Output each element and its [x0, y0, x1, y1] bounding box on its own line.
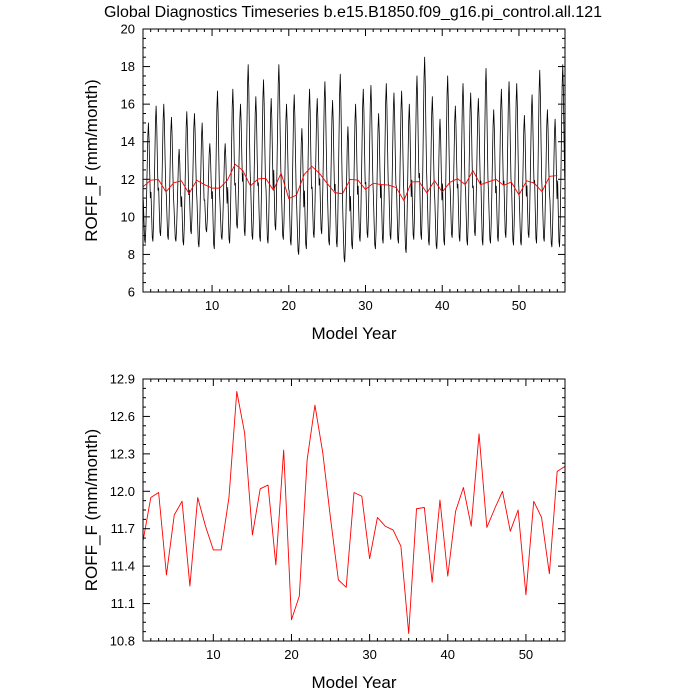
- series-line-annual: [142, 163, 558, 202]
- y-axis-title: ROFF_F (mm/month): [82, 79, 101, 241]
- y-tick-label: 6: [128, 285, 135, 300]
- x-tick-label: 50: [519, 647, 533, 662]
- y-tick-label: 12.6: [110, 409, 135, 424]
- y-tick-label: 12.9: [110, 372, 135, 387]
- x-tick-label: 30: [358, 298, 372, 313]
- y-tick-label: 11.1: [111, 596, 135, 611]
- y-tick-label: 12.0: [110, 484, 135, 499]
- y-axis-title: ROFF_F (mm/month): [82, 429, 101, 591]
- series-line-monthly: [142, 56, 566, 263]
- y-tick-label: 12: [121, 172, 135, 187]
- top-timeseries-panel: 10 20 30 40 50 6 8 10 12 14 16 18 20 Model Year ROFF_F…: [82, 22, 566, 343]
- x-tick-label: 30: [362, 647, 376, 662]
- chart-title: Global Diagnostics Timeseries b.e15.B185…: [104, 4, 602, 21]
- y-tick-label: 18: [121, 59, 135, 74]
- y-tick-label: 11.4: [111, 559, 135, 574]
- x-tick-label: 10: [206, 647, 220, 662]
- x-axis-title: Model Year: [311, 673, 396, 692]
- y-tick-label: 16: [121, 97, 135, 112]
- x-axis-title: Model Year: [311, 324, 396, 343]
- x-tick-label: 40: [435, 298, 449, 313]
- y-tick-label: 11.7: [111, 521, 135, 536]
- y-tick-label: 12.3: [110, 446, 135, 461]
- y-tick-label: 20: [121, 22, 135, 37]
- plot-frame: [142, 378, 566, 642]
- bottom-annual-panel: 10 20 30 40 50 10.8 11.1 11.4 11.7 12.0 12.3 12.6 12…: [82, 372, 566, 692]
- y-tick-label: 10.8: [110, 634, 135, 649]
- y-tick-label: 14: [121, 134, 135, 149]
- y-tick-label: 10: [121, 209, 135, 224]
- x-tick-label: 20: [282, 298, 296, 313]
- x-tick-label: 10: [205, 298, 219, 313]
- x-tick-label: 50: [512, 298, 526, 313]
- x-tick-label: 40: [441, 647, 455, 662]
- y-tick-label: 8: [128, 247, 135, 262]
- series-line-annual: [142, 391, 566, 634]
- x-tick-label: 20: [284, 647, 298, 662]
